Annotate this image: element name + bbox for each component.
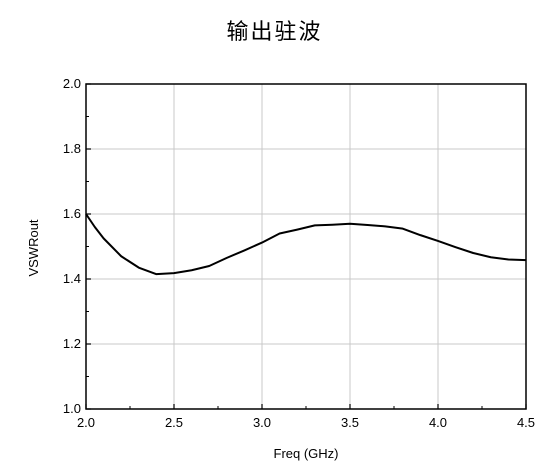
y-tick-label: 1.2 bbox=[63, 336, 81, 351]
tick-labels: 2.0 2.5 3.0 3.5 4.0 4.5 1.0 1.2 1.4 1.6 1.8 2.0 bbox=[63, 76, 535, 430]
y-tick-label: 1.8 bbox=[63, 141, 81, 156]
y-tick-label: 1.4 bbox=[63, 271, 81, 286]
grid bbox=[85, 83, 527, 410]
x-tick-label: 3.0 bbox=[253, 415, 271, 430]
x-tick-label: 2.0 bbox=[77, 415, 95, 430]
y-axis-label: VSWRout bbox=[26, 219, 41, 276]
x-tick-label: 4.5 bbox=[517, 415, 535, 430]
y-tick-label: 1.0 bbox=[63, 401, 81, 416]
y-tick-label: 1.6 bbox=[63, 206, 81, 221]
chart-title: 输出驻波 bbox=[226, 20, 323, 45]
plot-frame bbox=[85, 83, 527, 410]
axes bbox=[85, 83, 527, 410]
x-tick-label: 4.0 bbox=[429, 415, 447, 430]
series-layer bbox=[85, 213, 527, 276]
x-tick-label: 2.5 bbox=[165, 415, 183, 430]
x-tick-label: 3.5 bbox=[341, 415, 359, 430]
x-axis-label: Freq (GHz) bbox=[274, 446, 339, 461]
y-tick-label: 2.0 bbox=[63, 76, 81, 91]
series-line-0 bbox=[85, 213, 527, 276]
